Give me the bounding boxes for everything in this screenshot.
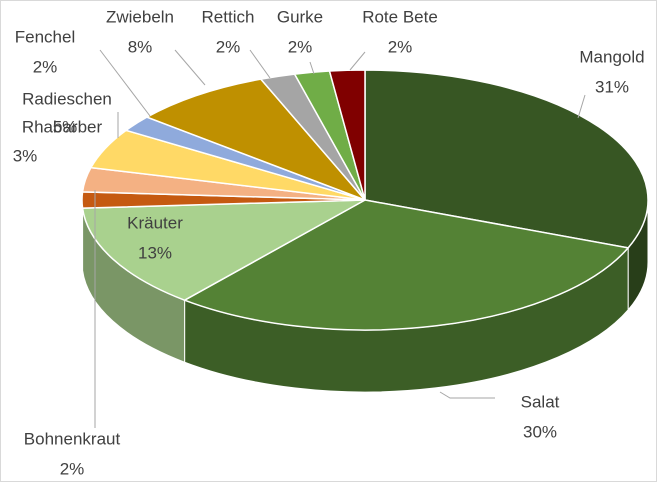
category-label: Mangold xyxy=(579,47,644,66)
leader-line xyxy=(99,49,151,117)
pie xyxy=(81,69,649,393)
value-label: 31% xyxy=(595,77,629,96)
slice xyxy=(328,69,366,201)
value-label: 30% xyxy=(523,422,557,441)
labels: Mangold 31% Salat 30% Kräuter 13% Bohnenkraut 2… xyxy=(13,7,645,478)
category-label: Radieschen xyxy=(22,89,112,108)
value-label: 8% xyxy=(128,37,153,56)
leader-line xyxy=(249,49,271,79)
category-label: Fenchel xyxy=(15,27,75,46)
value-label: 2% xyxy=(216,37,241,56)
value-label: 13% xyxy=(138,243,172,262)
value-label: 2% xyxy=(60,459,85,478)
category-label: Gurke xyxy=(277,7,323,26)
leader-line xyxy=(439,391,495,399)
slice xyxy=(364,69,649,249)
category-label: Kräuter xyxy=(127,213,183,232)
category-label: Bohnenkraut xyxy=(24,429,121,448)
slice xyxy=(81,199,366,301)
leader-line xyxy=(174,49,206,86)
value-label: 2% xyxy=(33,57,58,76)
slice xyxy=(145,78,366,201)
value-label: 2% xyxy=(288,37,313,56)
category-label: Rhabarber xyxy=(22,117,103,136)
leader-line xyxy=(577,94,586,119)
leader-line xyxy=(309,61,315,75)
category-label: Rettich xyxy=(202,7,255,26)
category-label: Zwiebeln xyxy=(106,7,174,26)
category-label: Salat xyxy=(521,392,560,411)
slice xyxy=(182,199,630,331)
value-label: 3% xyxy=(13,146,38,165)
value-label: 2% xyxy=(388,37,413,56)
value-label: 5% xyxy=(53,117,78,136)
category-label: Rote Bete xyxy=(362,7,438,26)
leader-lines xyxy=(94,49,586,428)
leader-line xyxy=(349,51,366,71)
